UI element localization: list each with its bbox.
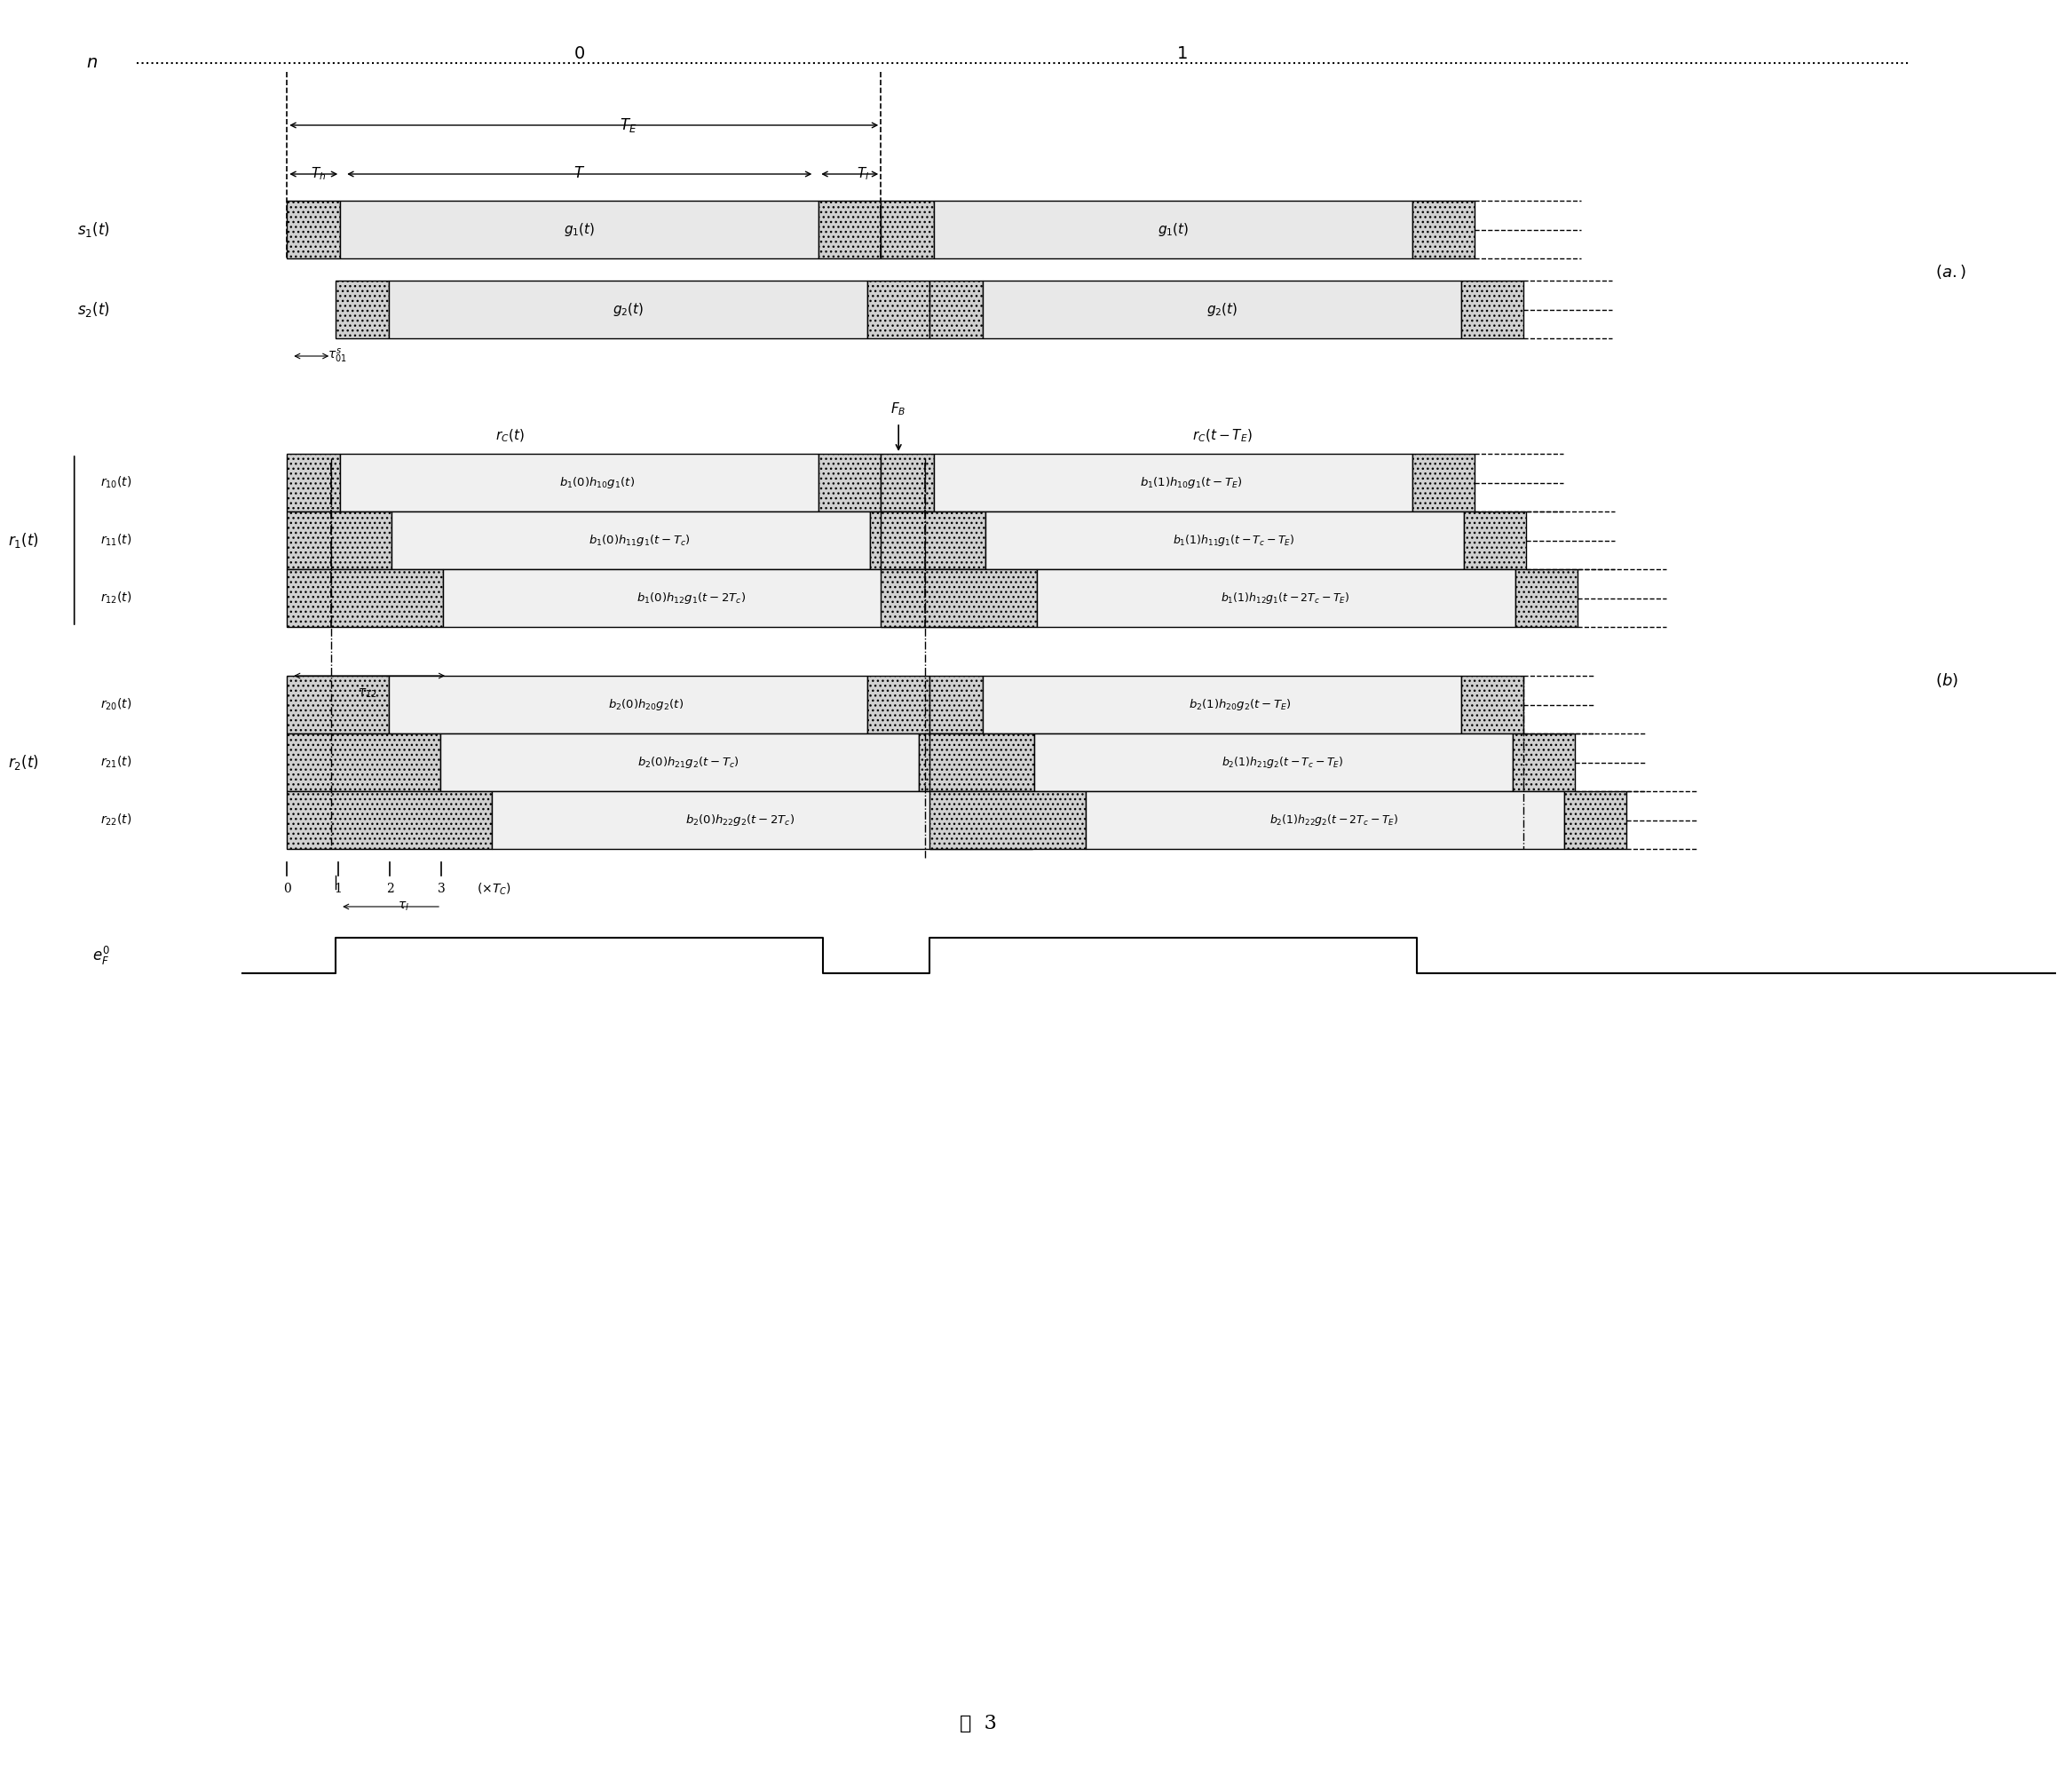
Text: $(a.)$: $(a.)$	[1935, 263, 1966, 281]
Text: $r_{20}(t)$: $r_{20}(t)$	[99, 697, 133, 713]
Bar	[1461, 281, 1523, 338]
Bar	[970, 792, 1032, 849]
Text: $b_1(0)h_{11}g_1(t-T_c)$: $b_1(0)h_{11}g_1(t-T_c)$	[588, 532, 690, 548]
Text: $F_B$: $F_B$	[891, 401, 905, 417]
Text: 0: 0	[284, 882, 290, 895]
Bar	[1564, 792, 1627, 849]
Bar	[288, 792, 491, 849]
Text: $g_2(t)$: $g_2(t)$	[1206, 301, 1237, 318]
Text: $e_F^0$: $e_F^0$	[93, 944, 110, 967]
Bar	[1513, 734, 1575, 792]
Text: $r_{21}(t)$: $r_{21}(t)$	[99, 755, 133, 771]
Text: $b_2(0)h_{20}g_2(t)$: $b_2(0)h_{20}g_2(t)$	[609, 697, 684, 713]
Text: 2: 2	[385, 882, 394, 895]
Text: $g_1(t)$: $g_1(t)$	[564, 221, 595, 239]
Bar	[920, 734, 980, 792]
Bar	[288, 734, 441, 792]
Text: $r_{10}(t)$: $r_{10}(t)$	[99, 476, 133, 490]
Bar	[288, 569, 443, 628]
Bar	[818, 454, 881, 511]
Text: $g_1(t)$: $g_1(t)$	[1158, 221, 1189, 239]
Bar	[881, 202, 934, 258]
Bar	[982, 281, 1461, 338]
Text: $r_{22}(t)$: $r_{22}(t)$	[99, 812, 133, 827]
Bar	[930, 675, 982, 734]
Bar	[881, 511, 986, 569]
Bar	[922, 569, 984, 628]
Text: $b_1(0)h_{12}g_1(t-2T_c)$: $b_1(0)h_{12}g_1(t-2T_c)$	[636, 591, 746, 606]
Text: $b_1(1)h_{12}g_1(t-2T_c-T_E)$: $b_1(1)h_{12}g_1(t-2T_c-T_E)$	[1220, 591, 1349, 606]
Bar	[392, 511, 870, 569]
Bar	[288, 675, 390, 734]
Text: $\tau_{01}^s$: $\tau_{01}^s$	[327, 347, 348, 364]
Bar	[1086, 792, 1564, 849]
Text: $b_2(1)h_{21}g_2(t-T_c-T_E)$: $b_2(1)h_{21}g_2(t-T_c-T_E)$	[1220, 755, 1343, 769]
Text: 图  3: 图 3	[959, 1713, 997, 1733]
Bar	[881, 569, 1036, 628]
Bar	[1036, 569, 1515, 628]
Bar	[930, 734, 1034, 792]
Text: $T_h$: $T_h$	[311, 166, 325, 182]
Bar	[390, 675, 868, 734]
Bar	[934, 454, 1413, 511]
Text: $r_C(t-T_E)$: $r_C(t-T_E)$	[1191, 428, 1251, 444]
Text: $r_2(t)$: $r_2(t)$	[8, 753, 39, 771]
Bar	[1465, 511, 1527, 569]
Text: $b_1(1)h_{10}g_1(t-T_E)$: $b_1(1)h_{10}g_1(t-T_E)$	[1140, 476, 1243, 490]
Text: $b_2(0)h_{21}g_2(t-T_c)$: $b_2(0)h_{21}g_2(t-T_c)$	[638, 755, 740, 769]
Bar	[1413, 454, 1475, 511]
Bar	[1413, 202, 1475, 258]
Text: $T_E$: $T_E$	[620, 117, 636, 134]
Text: $(\times T_C)$: $(\times T_C)$	[477, 880, 512, 896]
Bar	[868, 675, 930, 734]
Bar	[491, 792, 970, 849]
Bar	[982, 675, 1461, 734]
Bar	[1515, 569, 1577, 628]
Bar	[336, 281, 390, 338]
Text: 1: 1	[334, 882, 342, 895]
Text: $1$: $1$	[1177, 46, 1187, 62]
Text: $r_{12}(t)$: $r_{12}(t)$	[99, 591, 133, 606]
Bar	[443, 569, 922, 628]
Text: $0$: $0$	[574, 46, 584, 62]
Text: $n$: $n$	[87, 55, 97, 71]
Text: 3: 3	[437, 882, 445, 895]
Text: $g_2(t)$: $g_2(t)$	[613, 301, 644, 318]
Bar	[870, 511, 932, 569]
Bar	[868, 281, 930, 338]
Text: $r_C(t)$: $r_C(t)$	[495, 428, 524, 444]
Bar	[930, 281, 982, 338]
Text: $r_{11}(t)$: $r_{11}(t)$	[99, 532, 133, 548]
Text: $(b)$: $(b)$	[1935, 672, 1958, 690]
Text: $b_1(1)h_{11}g_1(t-T_c-T_E)$: $b_1(1)h_{11}g_1(t-T_c-T_E)$	[1173, 532, 1295, 548]
Bar	[930, 792, 1086, 849]
Text: $b_1(0)h_{10}g_1(t)$: $b_1(0)h_{10}g_1(t)$	[559, 476, 634, 490]
Bar	[1034, 734, 1513, 792]
Text: $b_2(1)h_{22}g_2(t-2T_c-T_E)$: $b_2(1)h_{22}g_2(t-2T_c-T_E)$	[1270, 813, 1399, 827]
Text: $\tau_{12}$: $\tau_{12}$	[358, 688, 377, 700]
Text: $s_1(t)$: $s_1(t)$	[77, 221, 110, 239]
Bar	[340, 454, 818, 511]
Text: $r_1(t)$: $r_1(t)$	[8, 530, 39, 550]
Text: $b_2(1)h_{20}g_2(t-T_E)$: $b_2(1)h_{20}g_2(t-T_E)$	[1189, 697, 1291, 713]
Bar	[986, 511, 1465, 569]
Text: $T$: $T$	[574, 166, 586, 182]
Bar	[934, 202, 1413, 258]
Bar	[340, 202, 818, 258]
Bar	[441, 734, 920, 792]
Bar	[288, 511, 392, 569]
Text: $b_2(0)h_{22}g_2(t-2T_c)$: $b_2(0)h_{22}g_2(t-2T_c)$	[686, 813, 794, 827]
Text: $\tau_l$: $\tau_l$	[398, 900, 410, 912]
Bar	[1461, 675, 1523, 734]
Text: $T_l$: $T_l$	[858, 166, 870, 182]
Bar	[818, 202, 881, 258]
Bar	[288, 454, 340, 511]
Bar	[881, 454, 934, 511]
Bar	[390, 281, 868, 338]
Text: $s_2(t)$: $s_2(t)$	[77, 301, 110, 318]
Bar	[288, 202, 340, 258]
